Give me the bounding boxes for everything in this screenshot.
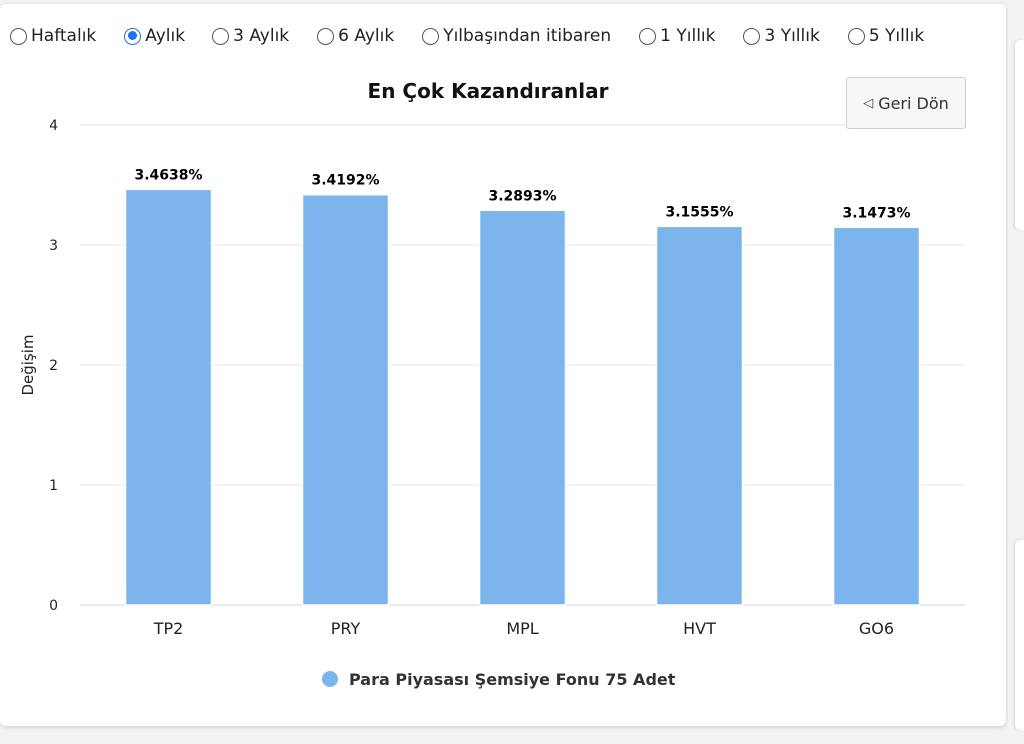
- y-tick-label: 4: [49, 118, 58, 134]
- x-tick-label: HVT: [683, 619, 716, 638]
- radio-label: Haftalık: [31, 26, 97, 46]
- data-label: 3.1555%: [665, 204, 733, 220]
- x-tick-label: PRY: [331, 619, 361, 638]
- bar[interactable]: [655, 225, 744, 606]
- radio-monthly[interactable]: Aylık: [124, 26, 185, 46]
- radio-3-months[interactable]: 3 Aylık: [212, 26, 289, 46]
- x-axis-ticks: TP2 PRY MPL HVT GO6: [153, 619, 894, 638]
- radio-circle-icon[interactable]: [212, 27, 230, 45]
- side-panel-edge: [1015, 40, 1024, 230]
- bar-chart: En Çok Kazandıranlar Değişim 0 1 2 3 4 3.463…: [19, 79, 965, 689]
- y-tick-label: 2: [49, 358, 58, 374]
- radio-3-years[interactable]: 3 Yıllık: [743, 26, 820, 46]
- data-label: 3.2893%: [488, 188, 556, 204]
- radio-ytd[interactable]: Yılbaşından itibaren: [422, 26, 611, 46]
- side-panel-edge: [1015, 540, 1024, 730]
- radio-circle-icon[interactable]: [317, 27, 335, 45]
- radio-circle-icon[interactable]: [847, 27, 865, 45]
- back-button-label: Geri Dön: [878, 93, 949, 113]
- page-edge: [1008, 0, 1024, 744]
- radio-label: Yılbaşından itibaren: [443, 26, 612, 46]
- radio-weekly[interactable]: Haftalık: [10, 26, 96, 46]
- data-label: 3.4638%: [134, 167, 202, 183]
- radio-label: 3 Aylık: [233, 26, 290, 46]
- radio-circle-icon[interactable]: [422, 27, 440, 45]
- data-label: 3.1473%: [842, 205, 910, 221]
- back-triangle-icon: ◁: [863, 95, 874, 111]
- radio-circle-icon[interactable]: [10, 27, 27, 45]
- y-axis-ticks: 0 1 2 3 4: [49, 118, 58, 614]
- radio-label: 1 Yıllık: [660, 26, 716, 46]
- y-tick-label: 3: [49, 238, 58, 254]
- radio-1-year[interactable]: 1 Yıllık: [639, 26, 715, 46]
- legend[interactable]: Para Piyasası Şemsiye Fonu 75 Adet: [322, 670, 676, 689]
- radio-circle-icon[interactable]: [743, 27, 761, 45]
- x-tick-label: GO6: [859, 619, 894, 638]
- radio-circle-icon[interactable]: [124, 27, 142, 45]
- data-label: 3.4192%: [311, 173, 379, 189]
- y-axis-label: Değişim: [19, 334, 37, 395]
- bar-series: 3.4638% 3.4192% 3.2893% 3.1555% 3.1473%: [124, 166, 921, 606]
- period-selector: Haftalık Aylık 3 Aylık 6 Aylık Yılbaşınd…: [10, 22, 924, 50]
- chart-title: En Çok Kazandıranlar: [368, 79, 609, 103]
- x-tick-label: TP2: [153, 619, 184, 638]
- legend-label[interactable]: Para Piyasası Şemsiye Fonu 75 Adet: [349, 670, 676, 689]
- back-button[interactable]: ◁ Geri Dön: [846, 77, 966, 129]
- radio-label: 5 Yıllık: [868, 26, 925, 46]
- radio-label: 6 Aylık: [338, 26, 395, 46]
- radio-5-years[interactable]: 5 Yıllık: [847, 26, 925, 46]
- radio-6-months[interactable]: 6 Aylık: [317, 26, 394, 46]
- x-tick-label: MPL: [506, 619, 538, 638]
- y-tick-label: 0: [49, 598, 58, 614]
- radio-label: Aylık: [145, 26, 186, 46]
- bar[interactable]: [478, 209, 567, 606]
- radio-circle-icon[interactable]: [639, 27, 657, 45]
- bar[interactable]: [124, 188, 213, 606]
- bar[interactable]: [301, 193, 390, 606]
- bar[interactable]: [832, 226, 921, 606]
- y-tick-label: 1: [49, 478, 58, 494]
- radio-label: 3 Yıllık: [764, 26, 820, 46]
- legend-marker-icon[interactable]: [322, 671, 338, 687]
